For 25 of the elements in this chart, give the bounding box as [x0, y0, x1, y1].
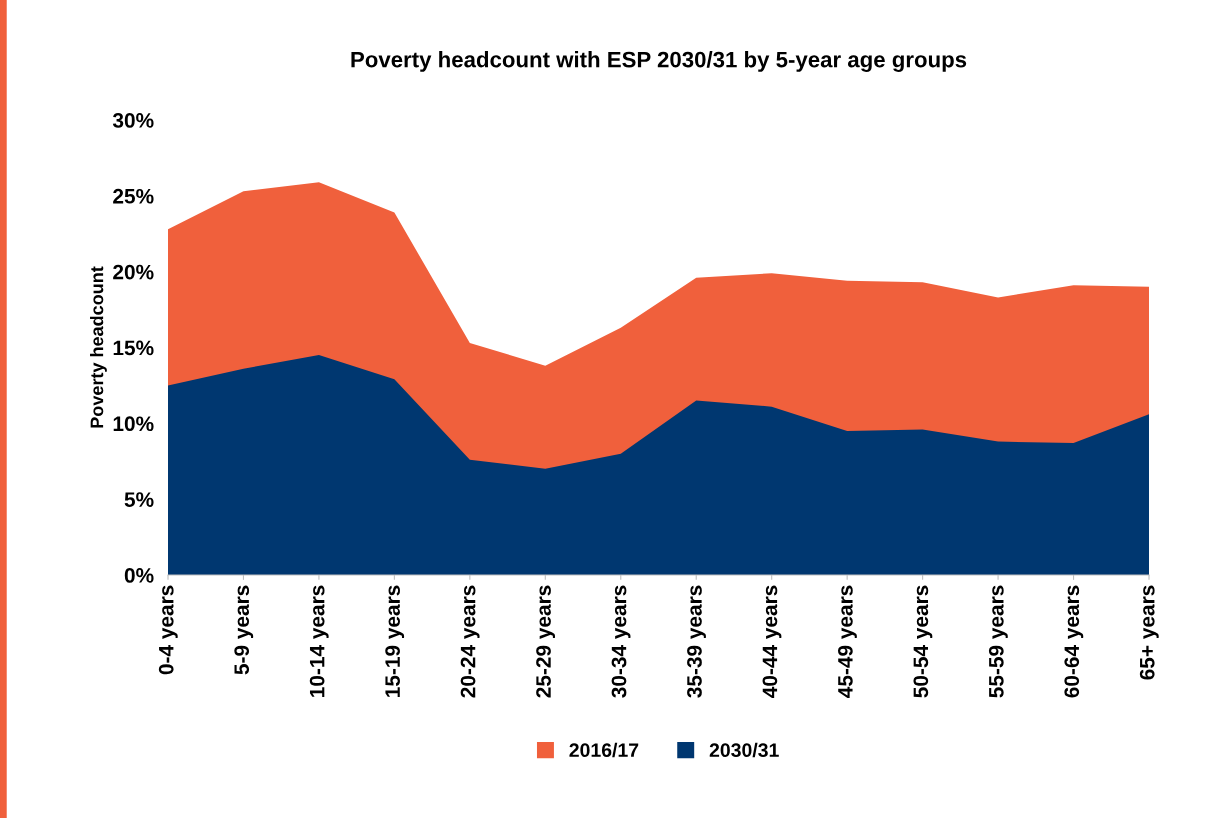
x-tick-label: 30-34 years	[611, 585, 631, 698]
x-tick-label: 25-29 years	[536, 585, 556, 698]
x-tick-label: 35-39 years	[687, 585, 706, 698]
x-tick-label: 5-9 years	[234, 585, 254, 675]
x-tick-label: 55-59 years	[988, 585, 1008, 698]
y-tick-label: 20%	[113, 264, 154, 280]
y-tick-label: 15%	[113, 340, 154, 356]
x-tick-label: 50-54 years	[913, 585, 933, 698]
y-tick-label: 0%	[124, 568, 154, 583]
legend-label: 2016/17	[569, 742, 639, 758]
x-tick-label: 40-44 years	[762, 585, 782, 698]
x-tick-label: 10-14 years	[309, 585, 329, 697]
x-tick-label: 60-64 years	[1064, 585, 1084, 698]
y-tick-label: 5%	[124, 492, 154, 507]
x-tick-label: 65+ years	[1139, 585, 1159, 680]
chart-title: Poverty headcount with ESP 2030/31 by 5-year age groups	[351, 51, 967, 72]
legend-label: 2030/31	[709, 742, 779, 758]
y-tick-label: 25%	[113, 188, 154, 204]
y-axis-title: Poverty headcount	[90, 266, 107, 428]
x-tick-label: 45-49 years	[837, 585, 857, 698]
x-tick-label: 15-19 years	[385, 585, 405, 697]
x-tick-label: 0-4 years	[158, 585, 178, 675]
x-tick-label: 20-24 years	[460, 585, 480, 698]
y-tick-label: 10%	[113, 416, 154, 432]
y-tick-label: 30%	[112, 113, 154, 128]
